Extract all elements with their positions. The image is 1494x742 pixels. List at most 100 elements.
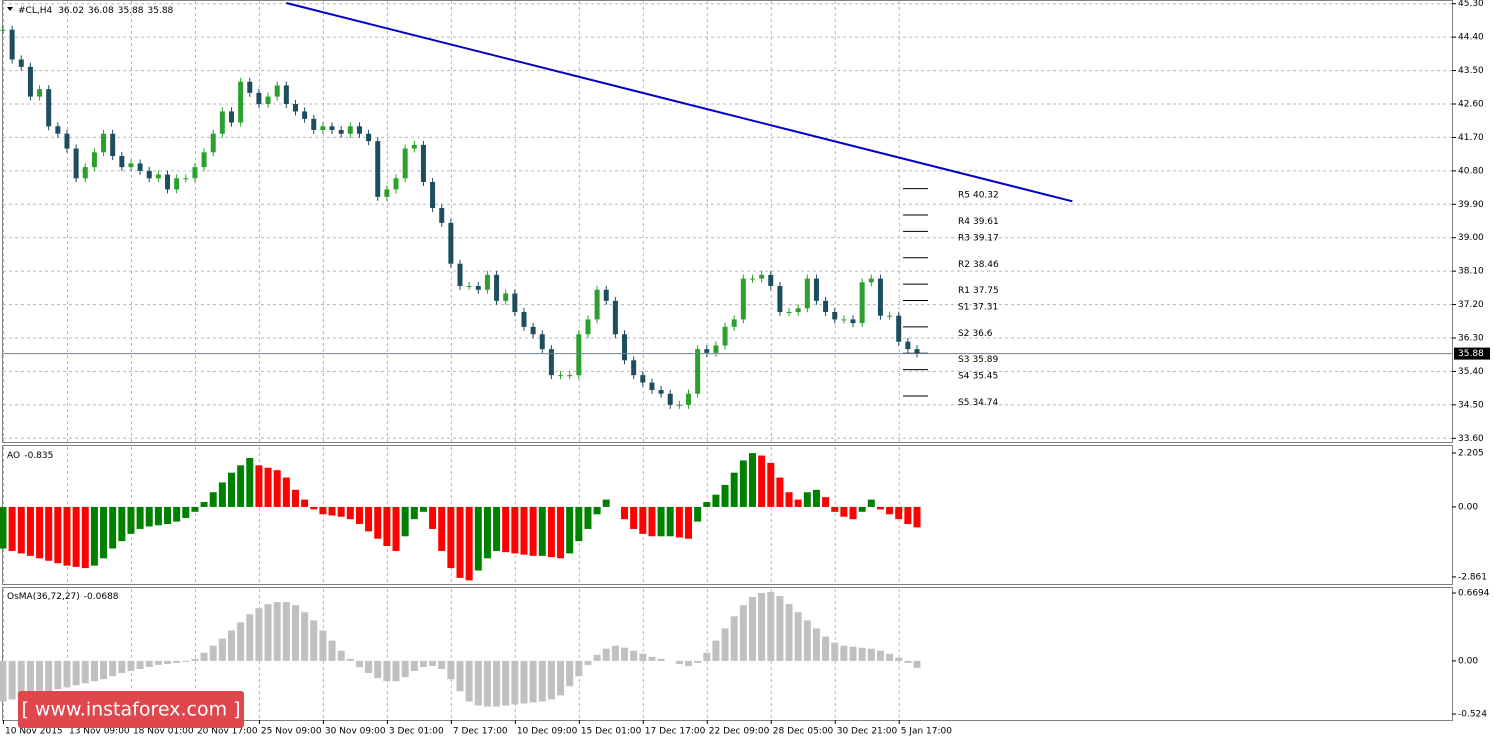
- candle-body: [256, 92, 262, 104]
- bar: [895, 657, 903, 661]
- pivot-value: 39.17: [973, 233, 999, 243]
- candle-body: [238, 81, 244, 123]
- bar: [520, 660, 528, 704]
- candle-body: [439, 208, 445, 223]
- pivot-label: R4 39.61: [958, 217, 999, 227]
- candle-body: [713, 345, 719, 353]
- candle-body: [813, 278, 819, 301]
- bar: [173, 506, 181, 522]
- bar: [109, 660, 117, 677]
- bar: [831, 642, 839, 661]
- osma-title: OsMA(36,72,27): [7, 592, 80, 602]
- y-tick-label: 39.90: [1458, 200, 1484, 210]
- candle-body: [667, 393, 673, 405]
- candle-body: [649, 382, 655, 390]
- bar: [273, 602, 281, 661]
- bar: [621, 647, 629, 661]
- pivot-name: R5: [958, 190, 970, 200]
- bar: [100, 660, 108, 680]
- bar: [392, 660, 400, 682]
- candle-body: [119, 156, 125, 168]
- bar: [493, 660, 501, 707]
- bar: [264, 604, 272, 661]
- candle-body: [128, 163, 134, 168]
- bar: [8, 506, 16, 551]
- candle-body: [503, 293, 509, 301]
- pivot-name: R1: [958, 286, 970, 296]
- bar: [246, 614, 254, 661]
- bar: [209, 645, 217, 661]
- bar: [246, 457, 254, 507]
- bar: [547, 660, 555, 700]
- bar: [145, 506, 153, 527]
- candle-body: [887, 315, 893, 317]
- bar: [301, 612, 309, 661]
- bar: [767, 591, 775, 661]
- candle-body: [686, 393, 691, 405]
- pivot-label: S2 36.6: [958, 328, 993, 338]
- candle-body: [558, 375, 564, 377]
- bar: [136, 506, 144, 529]
- pivot-name: S3: [958, 355, 969, 365]
- bar: [886, 506, 894, 515]
- bar: [273, 470, 281, 507]
- bar: [703, 502, 711, 507]
- candle-body: [292, 104, 298, 112]
- candle-body: [64, 133, 70, 149]
- bar: [520, 506, 528, 555]
- bar: [465, 660, 473, 702]
- candle-body: [494, 274, 500, 301]
- bar: [685, 660, 692, 666]
- y-tick-label: 0.00: [1458, 656, 1478, 666]
- bar: [291, 489, 299, 507]
- bar: [730, 472, 738, 507]
- y-tick-label: 0.00: [1458, 502, 1478, 512]
- bar: [63, 660, 71, 688]
- bar: [776, 596, 784, 661]
- bar: [429, 506, 437, 529]
- candle-body: [832, 312, 838, 320]
- pivot-label: S5 34.74: [958, 397, 998, 407]
- candle-body: [375, 141, 381, 197]
- bar: [675, 660, 683, 664]
- candle-body: [101, 133, 107, 153]
- y-tick-label: 2.205: [1458, 448, 1484, 458]
- bar: [812, 628, 820, 661]
- bar: [849, 646, 857, 661]
- candle-body: [530, 326, 536, 335]
- bar: [337, 506, 345, 517]
- bar: [72, 506, 80, 567]
- candle-body: [841, 319, 847, 321]
- bar: [913, 660, 921, 668]
- x-tick-label: 30 Nov 09:00: [325, 727, 386, 737]
- candle-body: [722, 326, 728, 346]
- candle-body: [274, 85, 280, 97]
- candle-body: [466, 286, 472, 287]
- candle-body: [183, 178, 189, 180]
- y-tick-label: 33.60: [1458, 434, 1484, 444]
- bar: [557, 506, 565, 559]
- main-panel: [2, 0, 1453, 443]
- bar: [712, 640, 720, 661]
- candle-body: [484, 274, 490, 290]
- candle-body: [82, 167, 88, 179]
- bar: [438, 660, 446, 670]
- bar: [100, 506, 108, 559]
- bar: [803, 492, 811, 507]
- bar: [730, 616, 738, 661]
- candle-body: [165, 174, 171, 190]
- candle-body: [731, 319, 737, 327]
- bar: [291, 605, 299, 661]
- bar: [575, 506, 583, 542]
- bar: [401, 506, 409, 537]
- bar: [630, 650, 638, 661]
- bar: [182, 506, 190, 518]
- bar: [812, 489, 820, 507]
- bar: [355, 506, 363, 525]
- y-tick-label: 34.50: [1458, 400, 1484, 410]
- bar: [493, 506, 501, 551]
- y-tick-label: 38.10: [1458, 267, 1484, 277]
- bar: [611, 645, 619, 661]
- bar: [703, 652, 711, 661]
- candle-body: [210, 133, 216, 153]
